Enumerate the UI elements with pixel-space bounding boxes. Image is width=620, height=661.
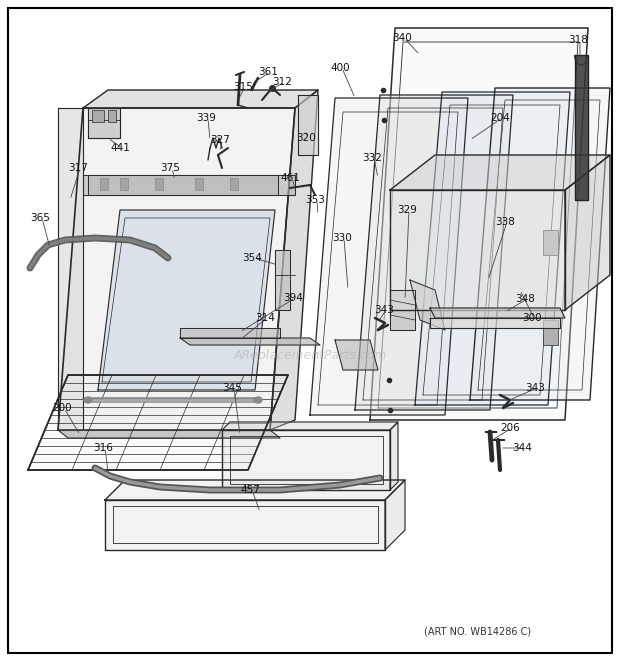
Text: 339: 339 — [196, 113, 216, 123]
Polygon shape — [390, 155, 610, 190]
Text: 329: 329 — [397, 205, 417, 215]
Text: 354: 354 — [242, 253, 262, 263]
Polygon shape — [58, 108, 83, 430]
Text: 320: 320 — [296, 133, 316, 143]
Text: 394: 394 — [283, 293, 303, 303]
Bar — [543, 230, 558, 255]
Text: 318: 318 — [568, 35, 588, 45]
Polygon shape — [88, 108, 120, 138]
Bar — [195, 178, 203, 190]
Text: 332: 332 — [362, 153, 382, 163]
Polygon shape — [270, 90, 318, 430]
Bar — [155, 178, 163, 190]
Polygon shape — [180, 328, 280, 338]
Text: 365: 365 — [30, 213, 50, 223]
Text: 340: 340 — [392, 33, 412, 43]
Polygon shape — [430, 318, 560, 328]
Text: 204: 204 — [490, 113, 510, 123]
Text: 316: 316 — [93, 443, 113, 453]
Polygon shape — [298, 95, 318, 155]
Polygon shape — [275, 250, 290, 310]
Polygon shape — [28, 375, 288, 470]
Text: 327: 327 — [210, 135, 230, 145]
Text: 317: 317 — [68, 163, 88, 173]
Polygon shape — [370, 28, 588, 420]
Polygon shape — [335, 340, 378, 370]
Text: 361: 361 — [258, 67, 278, 77]
Ellipse shape — [254, 397, 262, 403]
Text: 314: 314 — [255, 313, 275, 323]
Polygon shape — [390, 422, 398, 490]
Text: 338: 338 — [495, 217, 515, 227]
Text: 343: 343 — [374, 305, 394, 315]
Polygon shape — [310, 98, 468, 415]
Ellipse shape — [84, 397, 92, 403]
Polygon shape — [180, 338, 320, 345]
Polygon shape — [390, 190, 565, 310]
Polygon shape — [565, 155, 610, 310]
Text: (ART NO. WB14286 C): (ART NO. WB14286 C) — [425, 627, 531, 637]
Text: 345: 345 — [222, 383, 242, 393]
Bar — [108, 110, 116, 122]
Bar — [230, 178, 238, 190]
Bar — [100, 178, 108, 190]
Text: 348: 348 — [515, 294, 535, 304]
Polygon shape — [430, 308, 565, 318]
Text: 330: 330 — [332, 233, 352, 243]
Text: 375: 375 — [160, 163, 180, 173]
Polygon shape — [385, 480, 405, 550]
Text: 461: 461 — [280, 173, 300, 183]
Polygon shape — [222, 422, 398, 430]
Polygon shape — [470, 88, 610, 400]
Polygon shape — [415, 92, 570, 405]
Polygon shape — [105, 500, 385, 550]
Text: 343: 343 — [525, 383, 545, 393]
Polygon shape — [58, 430, 280, 438]
Text: 315: 315 — [233, 82, 253, 92]
Text: 206: 206 — [500, 423, 520, 433]
Polygon shape — [410, 280, 445, 330]
Text: 344: 344 — [512, 443, 532, 453]
Bar — [92, 110, 104, 122]
Text: 457: 457 — [240, 485, 260, 495]
Text: 353: 353 — [305, 195, 325, 205]
Text: AReplacementParts.com: AReplacementParts.com — [233, 348, 387, 362]
Polygon shape — [105, 480, 405, 500]
Polygon shape — [58, 108, 295, 430]
Polygon shape — [88, 175, 278, 195]
Text: 312: 312 — [272, 77, 292, 87]
Bar — [543, 320, 558, 345]
Polygon shape — [575, 55, 588, 200]
Polygon shape — [83, 175, 295, 195]
Polygon shape — [355, 95, 513, 410]
Text: 441: 441 — [110, 143, 130, 153]
Polygon shape — [222, 430, 390, 490]
Polygon shape — [390, 290, 415, 330]
Text: 200: 200 — [52, 403, 72, 413]
Bar — [120, 178, 128, 190]
Polygon shape — [83, 90, 318, 108]
Polygon shape — [98, 210, 275, 390]
Text: 300: 300 — [522, 313, 542, 323]
Text: 400: 400 — [330, 63, 350, 73]
